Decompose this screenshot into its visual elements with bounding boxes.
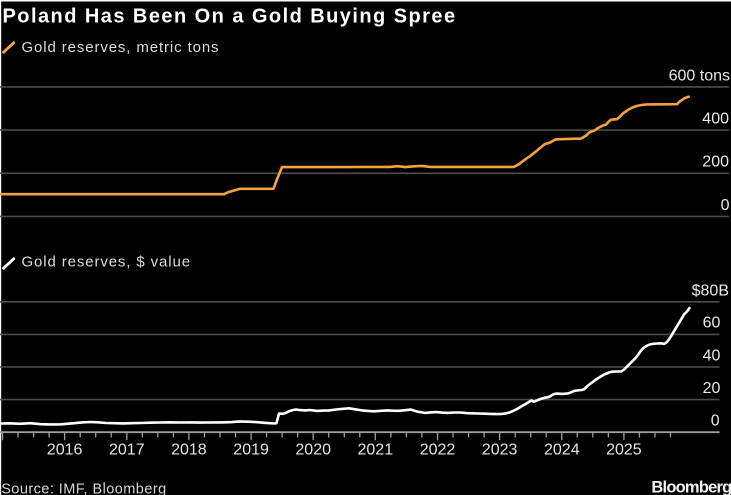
svg-text:Source: IMF, Bloomberg: Source: IMF, Bloomberg bbox=[1, 481, 166, 495]
svg-text:40: 40 bbox=[703, 347, 721, 364]
svg-text:2021: 2021 bbox=[358, 442, 394, 459]
svg-text:20: 20 bbox=[703, 380, 721, 397]
svg-text:2025: 2025 bbox=[606, 442, 642, 459]
svg-text:0: 0 bbox=[711, 412, 720, 429]
svg-text:2024: 2024 bbox=[544, 442, 580, 459]
svg-text:400: 400 bbox=[702, 110, 729, 127]
svg-text:2022: 2022 bbox=[420, 442, 456, 459]
svg-text:0: 0 bbox=[721, 197, 730, 214]
svg-text:2017: 2017 bbox=[109, 442, 145, 459]
svg-text:Poland Has Been On a Gold Buyi: Poland Has Been On a Gold Buying Spree bbox=[3, 6, 457, 28]
svg-text:200: 200 bbox=[702, 154, 729, 171]
svg-text:600 tons: 600 tons bbox=[669, 67, 730, 84]
svg-text:$80B: $80B bbox=[692, 282, 729, 299]
svg-text:2018: 2018 bbox=[171, 442, 207, 459]
svg-text:2016: 2016 bbox=[47, 442, 83, 459]
svg-text:2023: 2023 bbox=[482, 442, 518, 459]
svg-text:Gold reserves, $ value: Gold reserves, $ value bbox=[22, 253, 191, 270]
svg-text:2020: 2020 bbox=[295, 442, 331, 459]
svg-text:2019: 2019 bbox=[233, 442, 269, 459]
svg-text:60: 60 bbox=[703, 315, 721, 332]
svg-text:Bloomberg: Bloomberg bbox=[651, 478, 731, 495]
svg-text:Gold reserves, metric tons: Gold reserves, metric tons bbox=[22, 39, 220, 56]
